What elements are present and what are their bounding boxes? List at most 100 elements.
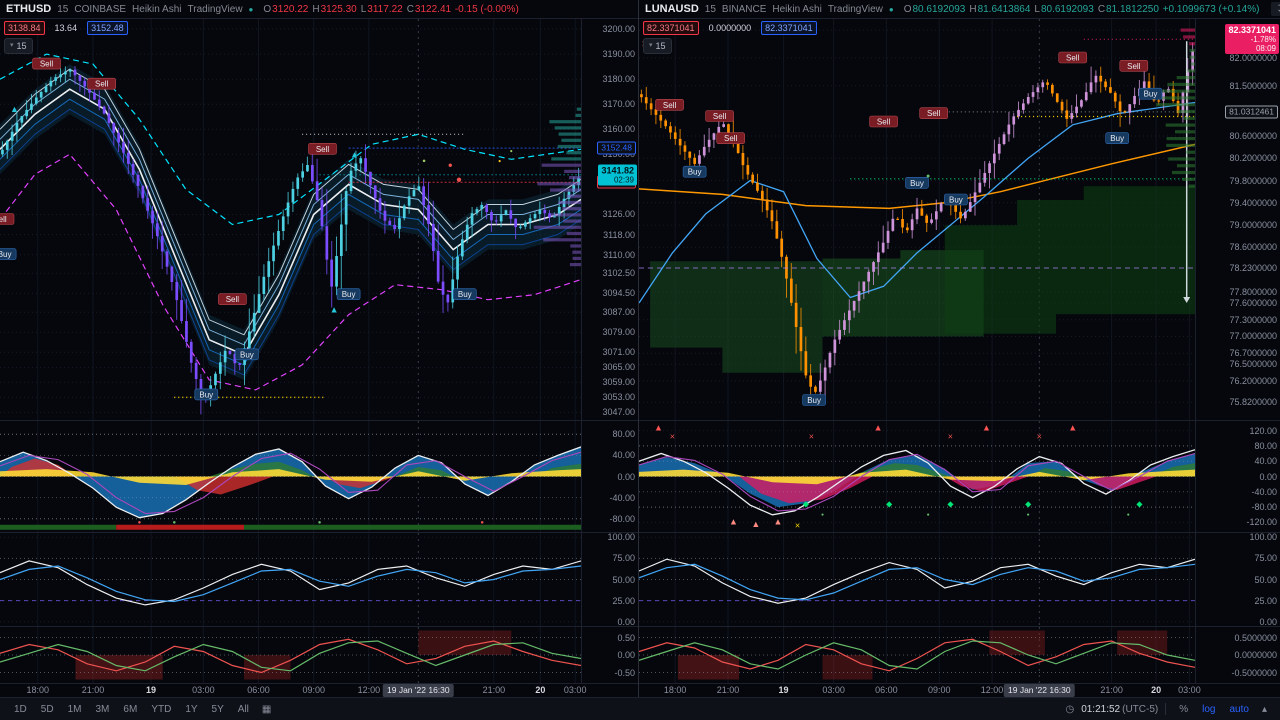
timeframe-label[interactable]: 15 — [704, 3, 716, 15]
svg-text:Sell: Sell — [877, 118, 891, 127]
time-label: 19 — [778, 685, 789, 695]
series-diamonds: ◆ ◆ ◆ ◆ ◆ — [803, 499, 1144, 508]
price-axis-label: 3160.00 — [602, 124, 635, 135]
range-button-5d[interactable]: 5D — [40, 703, 54, 715]
series-osc-magenta — [639, 476, 1195, 504]
lunausd-interval-selector[interactable]: ▾ 15 — [643, 38, 672, 54]
sell-signal-marker: Sell — [218, 293, 247, 306]
sell-signal-marker: Sell — [0, 213, 15, 225]
ethusd-interval-selector[interactable]: ▾ 15 — [4, 38, 33, 54]
price-axis-label: 0.50 — [617, 632, 635, 643]
crosshair-date-box: 19 Jan '22 16:30 — [383, 684, 454, 697]
price-axis-label: -0.50 — [614, 667, 635, 678]
lunausd-main-pane: Sell Sell Sell Buy Sell Sell Buy Buy Buy Sell Sell… — [639, 18, 1280, 420]
ethusd-osc-pane: ● ● ● ● 80.00 40.00 0.00 -40.00 -80.00 — [0, 420, 638, 532]
lunausd-stoch-plot[interactable] — [639, 627, 1195, 683]
alert-line-price-tag[interactable]: 81.0312461 — [1225, 105, 1278, 119]
buy-signal-marker: Buy — [682, 165, 707, 178]
sell-signal-marker: Sell — [1119, 59, 1149, 72]
ethusd-time-axis[interactable]: 18:00 21:00 19 03:00 06:00 09:00 12:00 21:00 20 0… — [0, 683, 638, 697]
range-button-1m[interactable]: 1M — [67, 703, 82, 715]
price-axis-label: -120.00 — [1246, 517, 1277, 528]
svg-text:▲: ▲ — [330, 305, 339, 315]
lunausd-osc-price-axis[interactable]: 120.00 80.00 40.00 0.00 -40.00 -80.00 -120.00 — [1195, 421, 1280, 532]
time-label: 06:00 — [875, 685, 898, 695]
lunausd-osc-plot[interactable]: ▲ ▲ ▲ ▲ × × × × ◆ ◆ ◆ ◆ ◆ ▲ ▲ ▲ × ● ● ● ● — [639, 421, 1195, 532]
range-button-1d[interactable]: 1D — [14, 703, 27, 715]
ethusd-stoch-price-axis[interactable]: 0.50 0.00 -0.50 — [581, 627, 638, 683]
ohlc-value: 3117.22 — [367, 3, 403, 15]
ohlc-key: L — [360, 3, 367, 15]
scale-button-auto[interactable]: auto — [1229, 703, 1249, 715]
range-button-all[interactable]: All — [237, 703, 249, 715]
market-status-icon: ● — [888, 4, 894, 14]
ethusd-stoch-plot[interactable] — [0, 627, 581, 683]
symbol-name[interactable]: LUNAUSD — [645, 3, 699, 15]
lunausd-main-plot[interactable]: Sell Sell Sell Buy Sell Sell Buy Buy Buy Sell Sell… — [639, 19, 1195, 420]
lunausd-stoch-price-axis[interactable]: 0.5000000 0.0000000 -0.5000000 — [1195, 627, 1280, 683]
download-icon[interactable]: ↧ — [1271, 2, 1280, 16]
sell-signal-marker: Sell — [655, 99, 684, 111]
ohlc-key: C — [1097, 3, 1106, 15]
exchange-label[interactable]: BINANCE — [721, 3, 767, 15]
platform-label: TradingView — [187, 3, 243, 15]
chart-style-label[interactable]: Heikin Ashi — [772, 3, 822, 15]
buy-signal-marker: Buy — [1138, 87, 1163, 100]
svg-text:Buy: Buy — [240, 350, 254, 359]
price-axis-label: 3087.00 — [602, 307, 635, 318]
goto-date-icon[interactable]: ▦ — [261, 703, 272, 715]
range-button-1y[interactable]: 1Y — [185, 703, 198, 715]
buy-signal-marker: Buy — [944, 193, 968, 206]
timeframe-label[interactable]: 15 — [57, 3, 69, 15]
ethusd-rsi-price-axis[interactable]: 100.00 75.00 50.00 25.00 0.00 — [581, 533, 638, 626]
price-axis-label: 3200.00 — [602, 24, 635, 35]
price-axis-label: -0.5000000 — [1231, 667, 1277, 678]
range-button-3m[interactable]: 3M — [95, 703, 110, 715]
lunausd-time-axis[interactable]: 18:00 21:00 19 03:00 06:00 09:00 12:00 21:00 20 0… — [639, 683, 1280, 697]
alert-line-price-tag[interactable]: 3152.48 — [597, 141, 636, 155]
price-axis-label: 75.00 — [612, 553, 635, 564]
price-axis-label: 0.5000000 — [1234, 632, 1277, 643]
lunausd-rsi-price-axis[interactable]: 100.00 75.00 50.00 25.00 0.00 — [1195, 533, 1280, 626]
lunausd-rsi-plot[interactable] — [639, 533, 1195, 626]
scale-button-log[interactable]: log — [1202, 703, 1216, 715]
series-osc-blue — [0, 446, 581, 518]
pane-canvas: Sell Sell Sell Buy Sell Sell Buy Buy Buy Sell Sell… — [639, 19, 1195, 420]
crosshair-date-box: 19 Jan '22 16:30 — [1004, 684, 1075, 697]
range-button-ytd[interactable]: YTD — [151, 703, 172, 715]
buy-signal-marker: Buy — [0, 248, 17, 260]
price-axis-label: 75.8200000 — [1229, 397, 1277, 408]
time-label: 18:00 — [663, 685, 687, 695]
time-label: 21:00 — [716, 685, 740, 695]
series-osc-purple — [639, 452, 1195, 512]
timezone-label[interactable]: (UTC-5) — [1122, 703, 1159, 715]
ethusd-main-price-axis[interactable]: 3200.003190.003180.003170.003160.003150.… — [581, 19, 638, 420]
price-axis-label: 3190.00 — [602, 49, 635, 60]
scale-button-%[interactable]: % — [1179, 703, 1189, 715]
exchange-label[interactable]: COINBASE — [74, 3, 127, 15]
svg-text:▲: ▲ — [751, 519, 760, 529]
last-price-badge: 82.3371041 -1.78% 08:09 — [1225, 24, 1279, 55]
svg-text:Buy: Buy — [910, 179, 924, 188]
symbol-name[interactable]: ETHUSD — [6, 3, 52, 15]
ethusd-osc-price-axis[interactable]: 80.00 40.00 0.00 -40.00 -80.00 — [581, 421, 638, 532]
ethusd-osc-plot[interactable]: ● ● ● ● — [0, 421, 581, 532]
price-axis-label: 80.00 — [612, 429, 635, 440]
collapse-toolbar-icon[interactable]: ▴ — [1261, 703, 1267, 715]
svg-text:Buy: Buy — [458, 290, 472, 299]
price-axis-label: 0.00 — [617, 616, 635, 626]
interval-value: 15 — [655, 41, 666, 51]
time-label: 12:00 — [980, 685, 1004, 695]
price-tag-plain: 13.64 — [54, 23, 78, 33]
ethusd-main-plot[interactable]: SellSellSellBuySellSellBuyBuyBuyBuy▲▲▲●●… — [0, 19, 581, 420]
session-clock[interactable]: 01:21:52 — [1081, 703, 1121, 715]
range-button-5y[interactable]: 5Y — [211, 703, 224, 715]
lunausd-main-price-axis[interactable]: 82.500000082.000000081.500000080.6000000… — [1195, 19, 1280, 420]
ethusd-rsi-plot[interactable] — [0, 533, 581, 626]
series-trade-signals: Sell Sell Sell Buy Sell Sell Buy Buy Buy Sell Sell… — [655, 51, 1163, 406]
series-rsi-white — [0, 560, 581, 606]
series-osc-white — [639, 449, 1195, 516]
time-label: 03:00 — [1178, 685, 1201, 695]
range-button-6m[interactable]: 6M — [123, 703, 138, 715]
chart-style-label[interactable]: Heikin Ashi — [132, 3, 182, 15]
